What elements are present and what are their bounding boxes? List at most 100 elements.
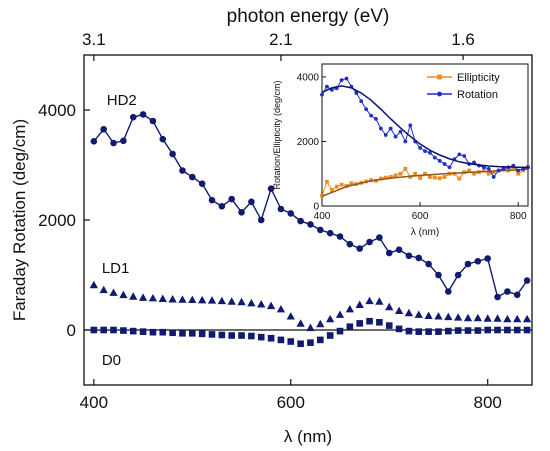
inset-data-point-ellipticity xyxy=(437,176,442,181)
data-point-hd2 xyxy=(523,277,531,284)
inset-data-point-ellipticity xyxy=(398,171,403,176)
data-point-hd2 xyxy=(257,216,265,224)
data-point-hd2 xyxy=(307,221,314,228)
data-point-hd2 xyxy=(228,195,235,203)
data-point-ld1 xyxy=(503,314,512,323)
x-tick-label: 800 xyxy=(474,393,502,412)
inset-data-point-rotation xyxy=(393,134,398,139)
inset-data-point-ellipticity xyxy=(388,175,393,179)
inset-x-tick-label: 400 xyxy=(314,211,331,222)
data-point-ld1 xyxy=(404,308,414,317)
data-point-ld1 xyxy=(513,314,522,323)
x-axis-title: λ (nm) xyxy=(284,427,332,446)
data-point-hd2 xyxy=(120,137,127,145)
data-point-hd2 xyxy=(336,233,344,240)
inset-x-tick-label: 600 xyxy=(412,211,429,222)
inset-data-point-ellipticity xyxy=(442,175,447,179)
data-point-ld1 xyxy=(483,314,492,322)
data-point-ld1 xyxy=(345,304,354,313)
data-point-d0 xyxy=(100,326,107,334)
inset-data-point-ellipticity xyxy=(428,175,432,179)
inset-data-point-ellipticity xyxy=(329,187,334,192)
data-point-ld1 xyxy=(129,292,138,300)
data-point-d0 xyxy=(464,327,472,334)
inset-data-point-rotation xyxy=(447,165,452,170)
inset-data-point-rotation xyxy=(344,76,349,81)
data-point-hd2 xyxy=(366,238,373,246)
data-point-ld1 xyxy=(266,301,276,310)
main-series-layer xyxy=(89,111,532,348)
data-point-hd2 xyxy=(110,139,117,147)
inset-data-point-ellipticity xyxy=(393,173,398,178)
data-point-d0 xyxy=(523,326,531,334)
inset-data-point-ellipticity xyxy=(491,170,496,175)
inset-data-point-ellipticity xyxy=(413,171,418,176)
legend-label-ellipticity: Ellipticity xyxy=(457,72,500,84)
inset-data-point-rotation xyxy=(359,99,364,104)
data-point-ld1 xyxy=(168,295,177,303)
inset-data-point-ellipticity xyxy=(472,171,476,176)
data-point-hd2 xyxy=(287,210,295,217)
inset-data-point-ellipticity xyxy=(378,176,383,181)
y-tick-label: 2000 xyxy=(38,211,76,230)
inset-y-axis-title: Rotation/Ellipticity (deg/cm) xyxy=(272,80,282,189)
inset-data-point-rotation xyxy=(432,155,437,160)
data-point-hd2 xyxy=(169,150,176,158)
inset-data-point-rotation xyxy=(428,150,432,155)
data-point-ld1 xyxy=(207,296,217,304)
data-point-ld1 xyxy=(148,293,158,302)
data-point-hd2 xyxy=(395,246,403,253)
data-point-hd2 xyxy=(326,229,334,237)
data-point-d0 xyxy=(120,327,127,334)
data-point-d0 xyxy=(425,328,432,335)
inset-data-point-rotation xyxy=(437,158,442,163)
data-point-ld1 xyxy=(198,295,207,304)
data-point-hd2 xyxy=(445,288,452,295)
inset-data-point-rotation xyxy=(423,149,427,154)
main-series-labels: HD2 LD1 D0 xyxy=(102,92,137,369)
data-point-ld1 xyxy=(454,313,463,321)
inset-data-point-rotation xyxy=(462,154,467,158)
inset-data-point-rotation xyxy=(491,175,496,179)
data-point-ld1 xyxy=(375,297,384,305)
x-tick-label: 400 xyxy=(80,393,108,412)
data-point-ld1 xyxy=(286,312,295,320)
data-point-hd2 xyxy=(218,202,226,210)
data-point-hd2 xyxy=(277,205,285,213)
inset-y-tick-label: 4000 xyxy=(297,72,320,83)
data-point-d0 xyxy=(346,323,354,330)
data-point-hd2 xyxy=(90,138,98,145)
inset-fit-curve-ellipticity xyxy=(321,168,529,198)
data-point-hd2 xyxy=(267,185,275,192)
top-tick-label: 1.6 xyxy=(451,30,475,49)
inset-plot-frame xyxy=(321,63,529,207)
data-point-d0 xyxy=(169,329,176,337)
inset-data-point-ellipticity xyxy=(349,181,354,186)
data-point-hd2 xyxy=(139,111,147,118)
data-point-d0 xyxy=(494,326,501,334)
data-point-d0 xyxy=(435,328,442,335)
data-point-d0 xyxy=(326,332,334,339)
inset-data-point-rotation xyxy=(442,162,447,166)
data-point-hd2 xyxy=(346,240,354,248)
data-point-ld1 xyxy=(434,312,443,320)
data-point-ld1 xyxy=(257,300,266,308)
data-point-ld1 xyxy=(296,319,305,327)
data-point-hd2 xyxy=(454,271,462,279)
inset-data-point-ellipticity xyxy=(486,171,491,176)
data-point-d0 xyxy=(277,336,285,344)
data-point-ld1 xyxy=(335,310,345,318)
data-point-hd2 xyxy=(208,196,216,204)
inset-data-point-rotation xyxy=(378,126,383,131)
data-point-d0 xyxy=(129,327,137,335)
data-point-ld1 xyxy=(355,300,364,309)
top-tick-label: 2.1 xyxy=(269,30,293,49)
inset-data-point-ellipticity xyxy=(467,168,472,173)
data-point-ld1 xyxy=(414,310,423,318)
data-point-d0 xyxy=(445,327,452,335)
data-point-hd2 xyxy=(100,125,107,133)
data-point-ld1 xyxy=(158,294,167,302)
data-point-hd2 xyxy=(198,180,206,187)
top-tick-label: 3.1 xyxy=(82,30,106,49)
